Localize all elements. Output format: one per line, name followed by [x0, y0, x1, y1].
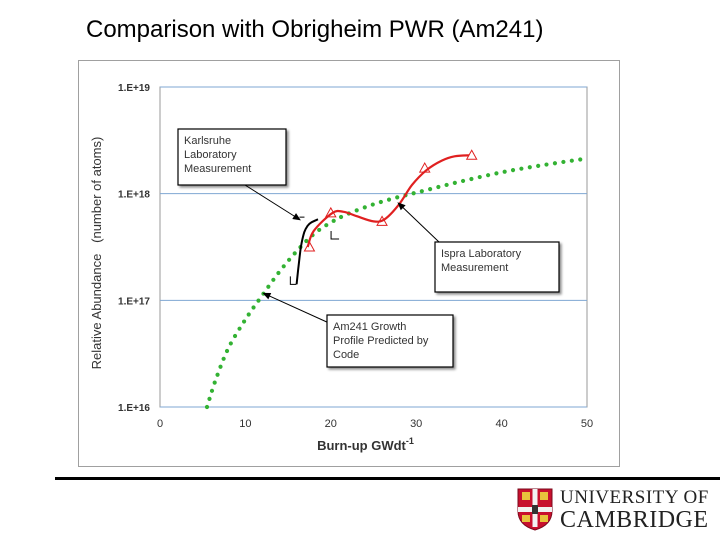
am241-comparison-chart: 1.E+16 1.E+17 1.E+18 1.E+19 0 10 20 30 40 50 Burn-… [89, 83, 593, 453]
callout-box [177, 128, 287, 186]
callout-text: Ispra Laboratory [441, 248, 522, 260]
callout-text: Measurement [184, 163, 251, 175]
x-tick-label: 50 [581, 418, 593, 430]
data-point-marker [303, 240, 316, 252]
x-axis-label: Burn-up GWdt-1 [317, 436, 414, 453]
footer-rule [55, 477, 720, 480]
x-tick-label: 10 [239, 418, 251, 430]
data-point-marker [324, 206, 337, 218]
measurement-bracket [330, 231, 340, 240]
university-name-line2: CAMBRIDGE [560, 507, 709, 533]
series-am241-line [204, 156, 590, 410]
data-point-marker [376, 215, 388, 226]
y-tick-label: 1.E+16 [118, 403, 150, 414]
y-tick-label: 1.E+17 [118, 296, 150, 307]
callout-leader [401, 205, 440, 243]
slide-title: Comparison with Obrigheim PWR (Am241) [86, 16, 544, 43]
measurement-bracket [289, 276, 297, 285]
callout-leader [244, 184, 297, 218]
callout-arrowhead [292, 213, 301, 221]
series-ispra-line [306, 154, 470, 248]
university-name-line1: UNIVERSITY OF [560, 487, 709, 508]
chart-frame: 1.E+16 1.E+17 1.E+18 1.E+19 0 10 20 30 40 50 Burn-… [78, 60, 620, 467]
callout-text: Code [333, 349, 359, 361]
data-point-marker [465, 149, 478, 160]
x-tick-label: 30 [410, 418, 422, 430]
y-tick-label: 1.E+19 [118, 83, 150, 94]
y-tick-label: 1.E+18 [118, 190, 150, 201]
university-crest-icon [517, 488, 553, 531]
callout-arrowhead [397, 202, 406, 211]
x-tick-label: 40 [495, 418, 507, 430]
callout-box [434, 241, 560, 293]
callout-text: Profile Predicted by [333, 335, 429, 347]
callout-arrowhead [262, 292, 272, 300]
y-axis-label: Relative Abundance (number of atoms) [89, 137, 104, 370]
series-karlsruhe-line [295, 218, 319, 285]
x-tick-label: 20 [325, 418, 337, 430]
callout-leader [267, 294, 330, 324]
university-logo: UNIVERSITY OF CAMBRIDGE [516, 487, 720, 533]
callout-text: Am241 Growth [333, 321, 406, 333]
callout-text: Laboratory [184, 149, 237, 161]
callout-text: Measurement [441, 262, 508, 274]
callout-box [326, 314, 454, 368]
data-point-marker [418, 162, 431, 173]
x-tick-label: 0 [157, 418, 163, 430]
callout-text: Karlsruhe [184, 135, 231, 147]
